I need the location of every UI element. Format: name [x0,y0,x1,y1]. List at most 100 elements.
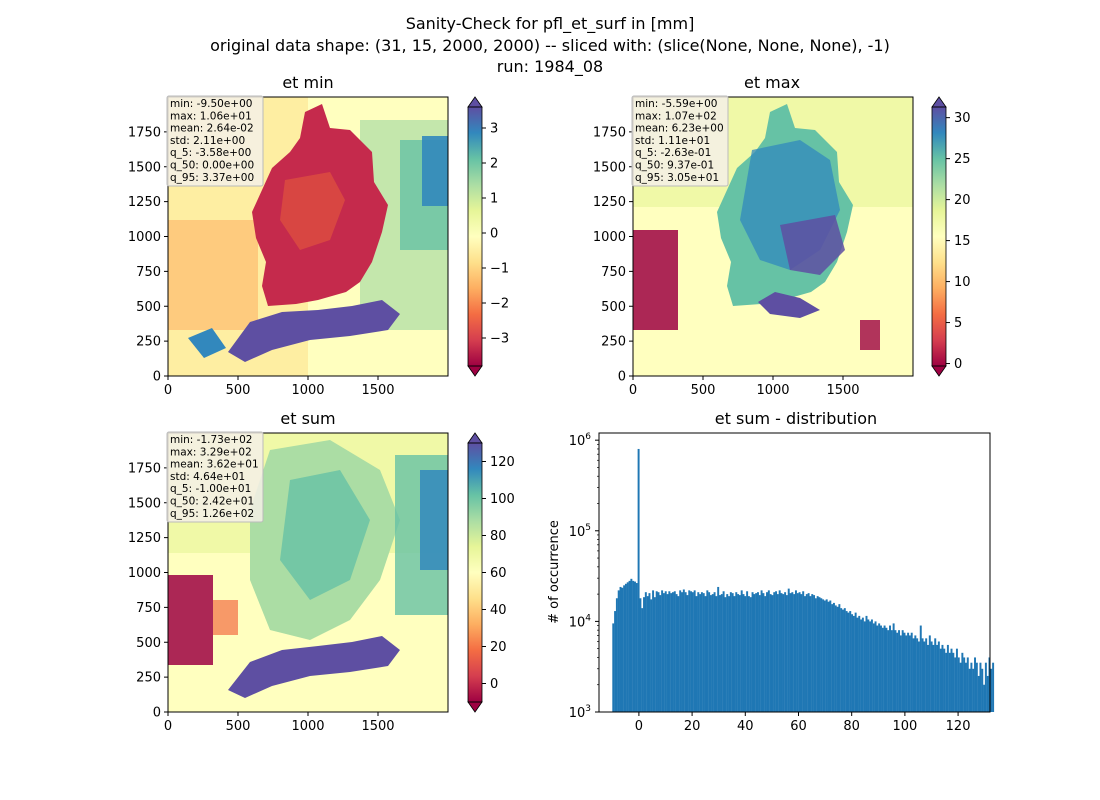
histogram-bar [661,590,664,712]
histogram-bar [731,593,734,712]
histogram-bar [798,592,801,712]
x-tick-label: 60 [790,719,807,734]
x-tick-label: 1000 [291,383,324,398]
x-tick-label: 80 [843,719,860,734]
histogram-bar [720,594,723,712]
histogram-bar [834,605,837,712]
histogram-bar [963,657,966,712]
histogram-bar [773,592,776,712]
heatmap-region-west-negative [168,575,213,665]
x-ticks: 0 500 1000 1500 [629,376,860,398]
colorbar: 0 20 40 60 80 100 120 [467,432,515,713]
histogram-bar [852,615,855,712]
histogram-bar [840,608,843,712]
histogram-bar [737,594,740,712]
histogram-bar [791,592,794,712]
histogram-bar [805,594,808,712]
histogram-bar [943,648,946,712]
histogram-bar [889,625,891,712]
colorbar-tick-label: 1 [490,192,498,207]
histogram-bar [747,596,750,712]
histogram-bar [854,612,857,712]
histogram-bar [968,668,971,712]
stats-line: std: 1.11e+01 [635,135,710,147]
heatmap-germany-inner [280,172,345,250]
x-tick-label: 0 [629,383,637,398]
histogram-bar [729,592,732,712]
histogram-bar [619,586,622,712]
histogram-bar [766,592,768,712]
stats-line: q_50: 0.00e+00 [170,160,254,172]
stats-line: mean: 3.62e+01 [170,459,259,471]
histogram-bar [684,592,687,712]
stats-line: q_95: 3.05e+01 [635,172,719,184]
histogram-bar [990,668,993,712]
histogram-bar [914,635,917,712]
histogram-bar [648,593,651,712]
histogram-bar [784,592,787,712]
histogram-bar [832,602,835,712]
histogram-bar [688,590,691,712]
stats-line: q_50: 9.37e-01 [635,160,714,172]
y-tick-label: 1250 [128,531,161,546]
histogram-bar [755,593,758,712]
histogram-bar [650,599,653,712]
histogram-bar [715,596,718,712]
histogram-bar [937,641,940,712]
histogram-bar [992,662,995,712]
histogram-bar [818,597,821,712]
histogram-bar [876,625,879,712]
histogram-bar [724,597,727,712]
stats-line: q_95: 1.26e+02 [170,508,254,520]
y-tick-label: 106 [569,432,592,449]
histogram-bar [758,595,761,712]
histogram-bar [831,604,834,712]
histogram-bar [981,668,984,712]
histogram-bar [764,596,767,712]
histogram-bar [916,638,919,712]
x-tick-label: 1500 [361,719,394,734]
colorbar-tick-label: 25 [954,152,971,167]
histogram-bar [709,595,712,712]
heatmap-alps-region [228,300,400,362]
stats-box-background [166,431,264,523]
y-tick-label: 1500 [128,160,161,175]
stats-line: q_50: 2.42e+01 [170,496,254,508]
stats-line: q_95: 3.37e+00 [170,172,254,184]
axes-title-et-max: et max [744,73,800,92]
histogram-bar [717,586,720,712]
y-tick-label: 1000 [593,230,626,245]
colorbar-tick-label: 100 [490,492,515,507]
y-ticks: 0 250 500 750 1000 1250 1500 1750 [593,125,633,385]
histogram-bar [659,595,662,712]
histogram-bar [939,648,942,712]
y-tick-label: 105 [569,523,591,540]
histogram-bar [738,595,741,712]
histogram-bar [927,644,929,712]
x-tick-label: 120 [946,719,971,734]
histogram-bar [964,662,967,712]
colorbar-tick-label: 80 [490,529,507,544]
histogram-bar [827,601,830,712]
histogram-bar [820,598,823,712]
stats-line: std: 2.11e+00 [170,135,245,147]
x-tick-label: 500 [691,383,716,398]
histogram-bar [673,591,676,712]
histogram-bar [697,592,700,712]
stats-line: min: -5.59e+00 [635,98,717,110]
histogram-bar [984,662,987,712]
histogram-bar [787,588,790,712]
histogram-bar [699,594,702,712]
histogram-bar [952,652,955,712]
y-tick-label: 250 [136,335,161,350]
histogram-bar [842,609,844,712]
histogram-bar [974,657,976,712]
colorbar-extend-max [467,432,483,444]
histogram-bar [845,611,848,712]
histogram-bar [767,590,770,712]
x-tick-label: 0 [164,719,172,734]
histogram-bar [733,596,736,712]
histogram-bar [624,583,627,712]
histogram-bar [941,644,944,712]
